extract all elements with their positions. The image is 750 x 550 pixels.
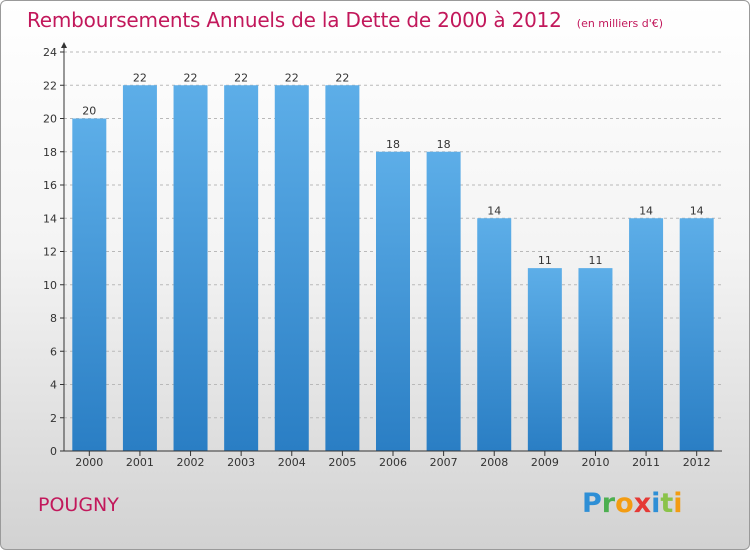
- y-tick-label: 4: [50, 379, 57, 392]
- x-tick-label: 2007: [430, 456, 458, 469]
- x-tick-label: 2003: [227, 456, 255, 469]
- x-tick-label: 2009: [531, 456, 559, 469]
- commune-name: POUGNY: [38, 494, 119, 516]
- bar: [72, 118, 107, 451]
- y-tick-label: 24: [43, 46, 57, 59]
- logo-letter: x: [633, 488, 652, 519]
- bar-value-label: 20: [82, 105, 96, 118]
- bar: [274, 85, 309, 451]
- x-tick-label: 2005: [328, 456, 356, 469]
- logo-letter: i: [673, 488, 683, 519]
- logo-letter: P: [582, 488, 602, 519]
- y-tick-label: 2: [50, 412, 57, 425]
- logo-letter: i: [651, 488, 661, 519]
- y-tick-label: 6: [50, 345, 57, 358]
- bar: [122, 85, 157, 451]
- y-tick-label: 22: [43, 79, 57, 92]
- bar: [527, 268, 562, 451]
- y-tick-label: 8: [50, 312, 57, 325]
- bar-value-label: 18: [437, 138, 451, 151]
- x-tick-label: 2006: [379, 456, 407, 469]
- chart-title: Remboursements Annuels de la Dette de 20…: [27, 8, 562, 32]
- bar: [426, 151, 461, 451]
- logo-letter: o: [615, 488, 634, 519]
- bar-value-label: 22: [335, 71, 349, 84]
- bar: [477, 218, 512, 451]
- bar-value-label: 14: [487, 204, 501, 217]
- proxiti-logo[interactable]: Proxiti: [582, 488, 683, 519]
- x-tick-label: 2000: [75, 456, 103, 469]
- bar-value-label: 14: [690, 204, 704, 217]
- chart-title-row: Remboursements Annuels de la Dette de 20…: [27, 8, 663, 32]
- x-tick-label: 2001: [126, 456, 154, 469]
- bar: [629, 218, 664, 451]
- x-tick-label: 2002: [177, 456, 205, 469]
- bar: [173, 85, 208, 451]
- bar-value-label: 11: [588, 254, 602, 267]
- bar-value-label: 22: [133, 71, 147, 84]
- bar-value-label: 18: [386, 138, 400, 151]
- chart-subtitle: (en milliers d'€): [576, 17, 664, 30]
- x-tick-label: 2008: [480, 456, 508, 469]
- y-tick-label: 18: [43, 146, 57, 159]
- x-tick-label: 2011: [632, 456, 660, 469]
- bar-value-label: 22: [184, 71, 198, 84]
- bar-value-label: 14: [639, 204, 653, 217]
- y-tick-label: 16: [43, 179, 57, 192]
- x-tick-label: 2010: [581, 456, 609, 469]
- x-tick-label: 2012: [683, 456, 711, 469]
- x-tick-label: 2004: [278, 456, 306, 469]
- bar: [679, 218, 714, 451]
- logo-letter: t: [660, 488, 674, 519]
- y-tick-label: 20: [43, 113, 57, 126]
- y-tick-label: 0: [50, 445, 57, 458]
- logo-letter: r: [601, 488, 616, 519]
- bar-value-label: 22: [234, 71, 248, 84]
- bar: [325, 85, 360, 451]
- y-tick-label: 10: [43, 279, 57, 292]
- bar: [578, 268, 613, 451]
- y-tick-label: 12: [43, 246, 57, 259]
- bar: [224, 85, 259, 451]
- bar-value-label: 11: [538, 254, 552, 267]
- y-tick-label: 14: [43, 212, 57, 225]
- y-axis-arrow: [61, 42, 67, 48]
- bar-value-label: 22: [285, 71, 299, 84]
- bar: [376, 151, 410, 451]
